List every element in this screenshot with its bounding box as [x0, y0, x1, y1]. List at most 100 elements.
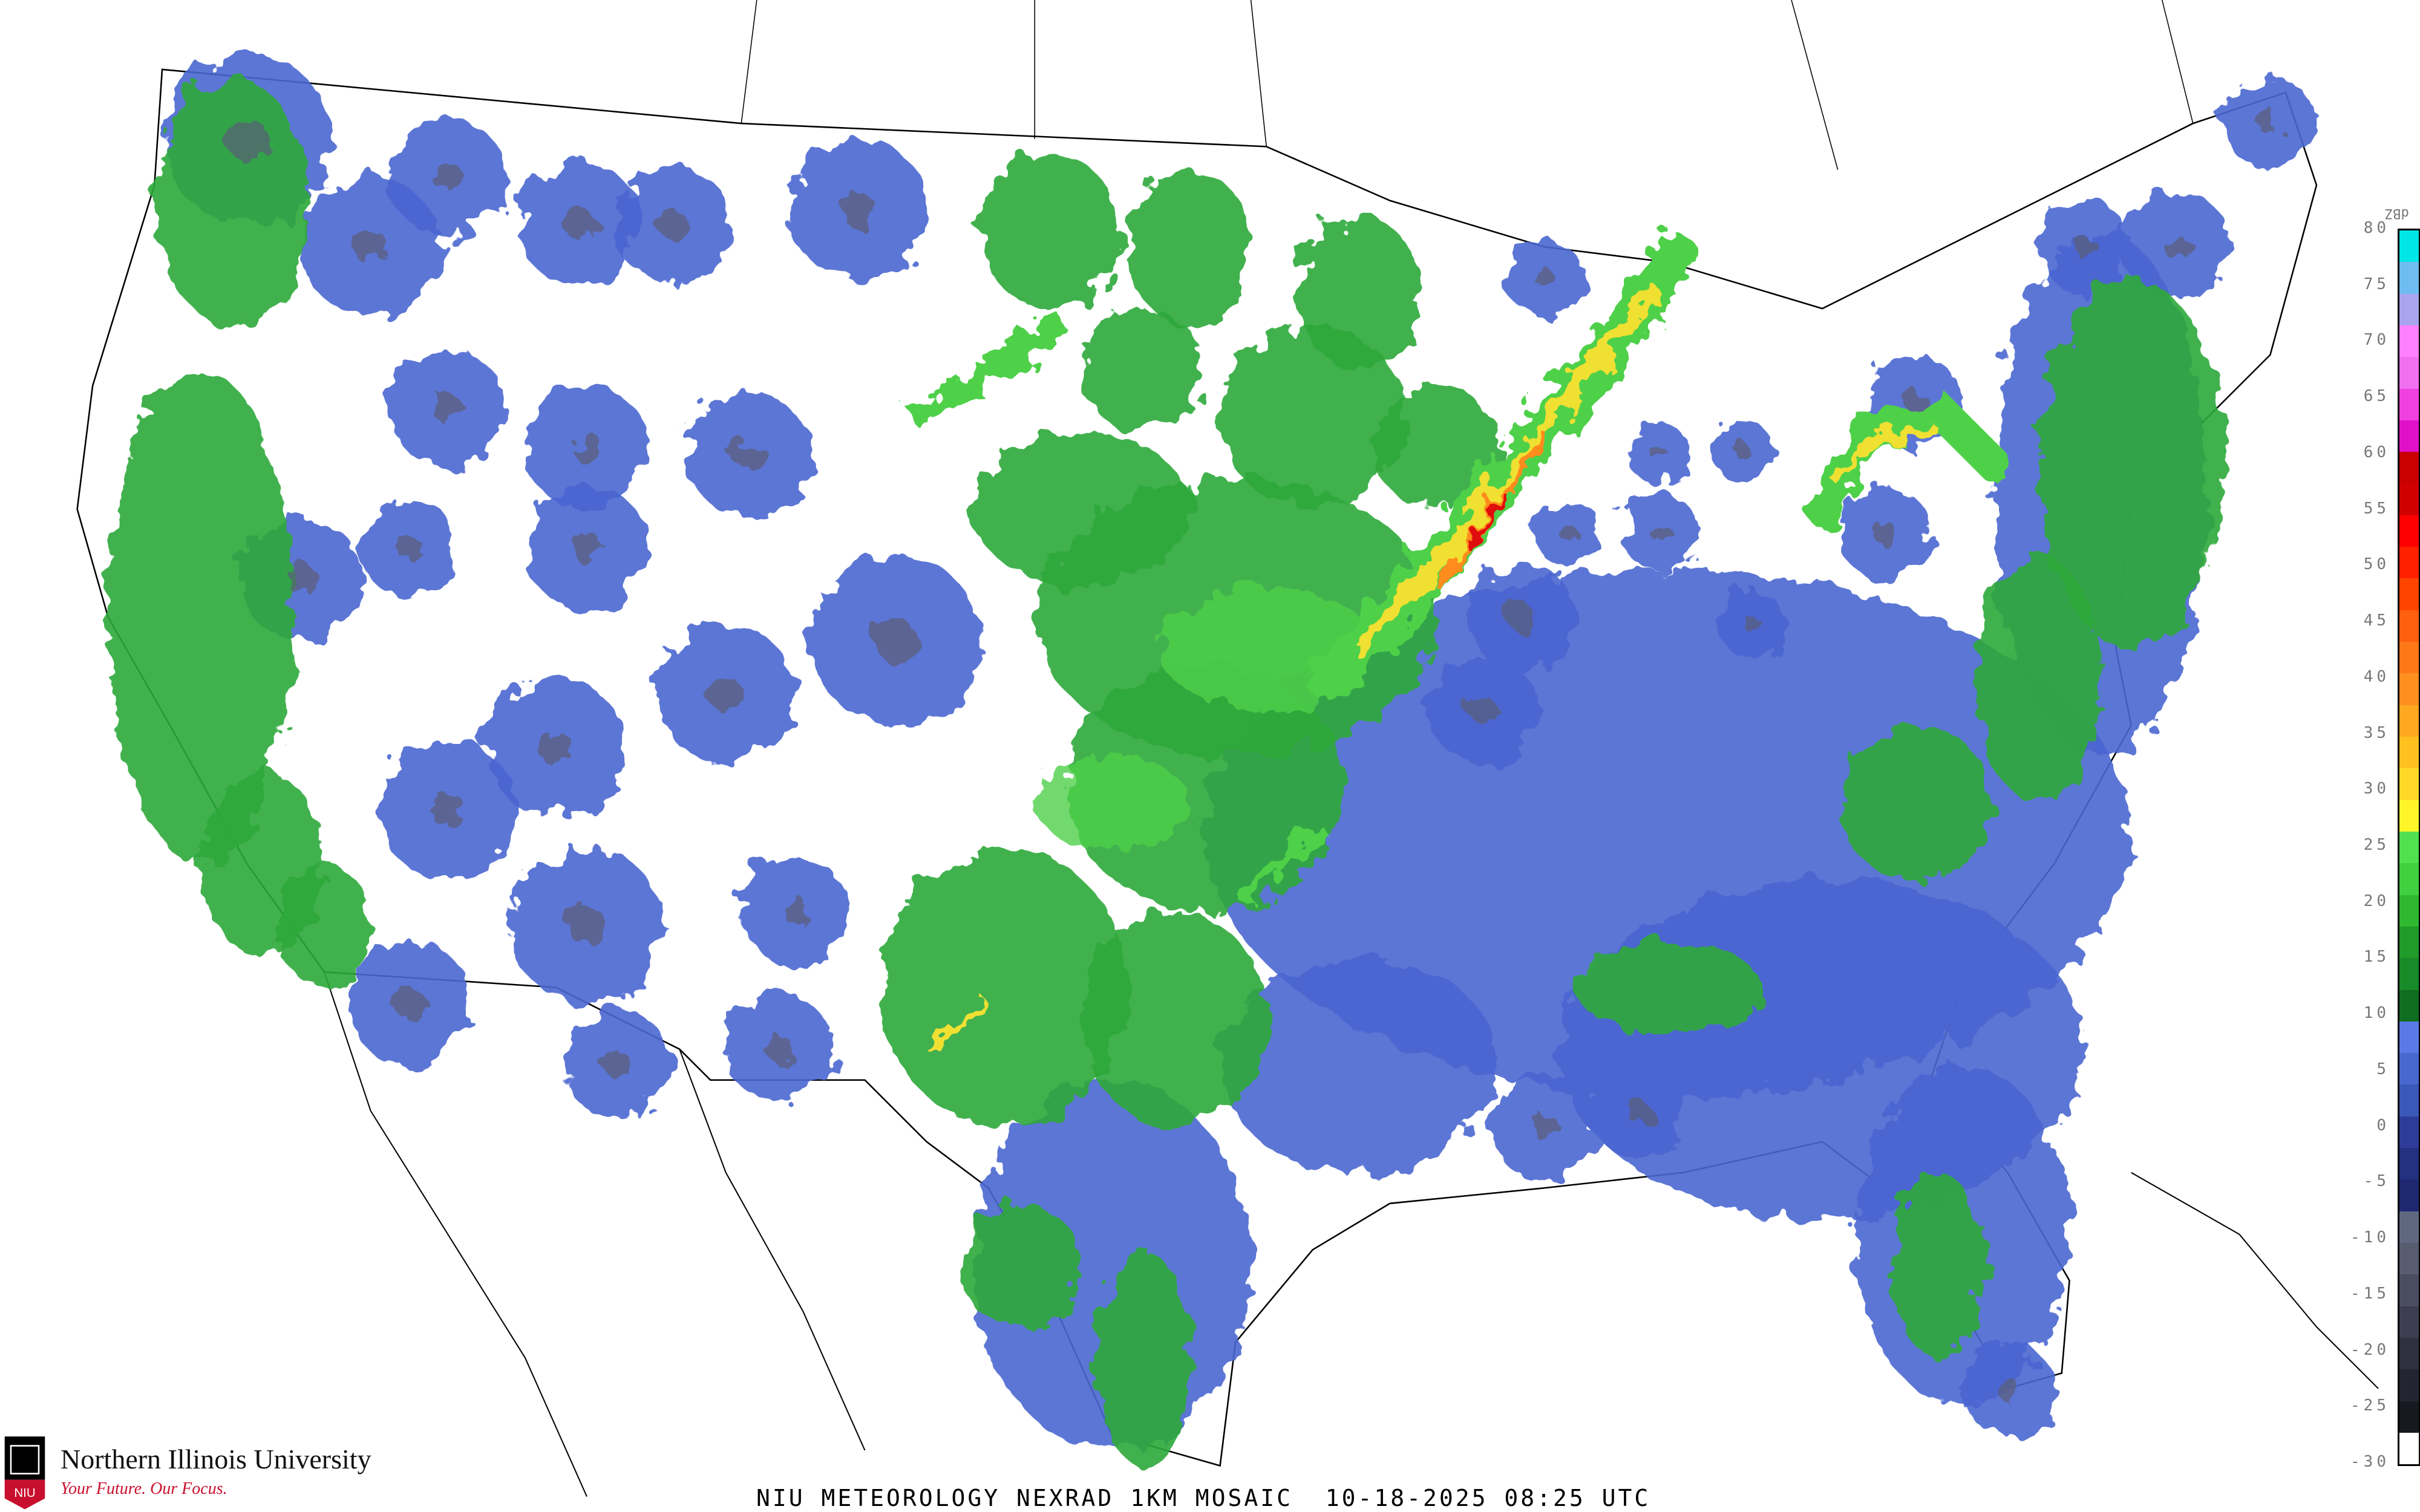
radar-site-center	[840, 191, 875, 226]
legend-swatch	[2399, 610, 2419, 642]
svg-text:NIU: NIU	[14, 1486, 35, 1500]
radar-site-center	[393, 987, 425, 1018]
green-echo-region	[957, 1203, 1081, 1327]
radar-site-center	[782, 896, 809, 924]
legend-swatch	[2399, 1243, 2419, 1275]
green-echo-region	[1837, 725, 1992, 880]
radar-site-center	[2258, 111, 2282, 135]
legend-tick-label: 80	[2363, 219, 2390, 237]
legend-swatch	[2399, 831, 2419, 864]
legend-swatch	[2399, 642, 2419, 674]
legend-tick-label: 50	[2363, 555, 2390, 574]
legend-tick-label: 30	[2363, 780, 2390, 798]
mosaic-title: NIU METEOROLOGY NEXRAD 1KM MOSAIC 10-18-…	[756, 1485, 1651, 1511]
radar-site-center	[1534, 268, 1554, 288]
green-echo-region	[1096, 1250, 1189, 1466]
legend-swatch	[2399, 705, 2419, 737]
legend-swatch	[2399, 357, 2419, 389]
legend-swatch	[2399, 515, 2419, 547]
legend-tick-label: -15	[2350, 1284, 2390, 1303]
legend-swatch	[2399, 768, 2419, 800]
radar-site-center	[1650, 523, 1670, 543]
legend-tick-label: 40	[2363, 667, 2390, 686]
legend-swatch	[2399, 1274, 2419, 1306]
radar-site-center	[604, 1051, 632, 1078]
radar-site-center	[1652, 447, 1668, 463]
legend-swatch	[2399, 1179, 2419, 1211]
radar-site-center	[1744, 616, 1762, 634]
green-echo-region	[2038, 278, 2224, 648]
legend-colorbar	[2398, 229, 2420, 1466]
radar-site-center	[766, 1035, 794, 1063]
legend-tick-label: -5	[2363, 1172, 2390, 1191]
university-tagline: Your Future. Our Focus.	[60, 1479, 227, 1498]
radar-site-center	[1508, 604, 1535, 631]
radar-site-center	[2073, 235, 2097, 259]
green-echo-region	[1977, 555, 2101, 803]
legend-swatch	[2399, 1053, 2419, 1085]
legend-tick-label: 45	[2363, 611, 2390, 630]
green-echo-region	[278, 864, 371, 988]
legend-swatch	[2399, 578, 2419, 610]
reflectivity-legend: dBZ 80 75 70 65 60 55 50 45 40 35 30 25 20 15 10 5 0 -5 -1…	[2347, 206, 2420, 1476]
radar-site-center	[1625, 1099, 1649, 1123]
legend-swatch	[2399, 1401, 2419, 1433]
legend-tick-label: 5	[2376, 1060, 2390, 1078]
radar-site-center	[226, 117, 269, 160]
radar-site-center	[1469, 696, 1496, 723]
radar-site-center	[708, 677, 744, 712]
legend-tick-label: 20	[2363, 891, 2390, 910]
legend-swatch	[2399, 989, 2419, 1022]
radar-site-center	[1996, 1377, 2019, 1401]
niu-shield-icon: NIU	[4, 1436, 45, 1510]
legend-swatch	[2399, 293, 2419, 325]
legend-swatch	[2399, 325, 2419, 357]
green-echo-region	[1127, 169, 1251, 324]
legend-tick-label: 10	[2363, 1004, 2390, 1023]
radar-site-center	[433, 394, 463, 424]
green-echo-region	[1081, 308, 1205, 432]
radar-site-center	[733, 440, 765, 471]
radar-site-center	[1558, 524, 1576, 541]
legend-tick-label: 70	[2363, 331, 2390, 350]
legend-swatch	[2399, 1148, 2419, 1180]
legend-swatch	[2399, 894, 2419, 927]
legend-swatch	[2399, 420, 2419, 452]
canada-lines	[741, 0, 2194, 170]
blue-echo-region	[1220, 956, 1499, 1173]
mexico-coast	[324, 971, 2379, 1497]
radar-site-center	[2163, 233, 2191, 261]
green-echo-region	[108, 370, 294, 864]
radar-site-center	[397, 535, 422, 561]
legend-tick-label: 15	[2363, 948, 2390, 966]
legend-tick-label: -25	[2350, 1396, 2390, 1415]
legend-swatch	[2399, 1084, 2419, 1116]
legend-swatch	[2399, 863, 2419, 895]
legend-swatch	[2399, 1211, 2419, 1243]
legend-tick-label: 0	[2376, 1116, 2390, 1135]
legend-tick-label: 65	[2363, 387, 2390, 406]
university-name: Northern Illinois University	[60, 1444, 371, 1475]
squall-line-core	[1351, 285, 1661, 656]
legend-swatch	[2399, 262, 2419, 294]
radar-site-center	[353, 229, 388, 264]
legend-swatch	[2399, 737, 2419, 769]
legend-tick-label: 75	[2363, 275, 2390, 293]
storm-cells	[905, 233, 2009, 1052]
legend-swatch	[2399, 800, 2419, 832]
radar-site-center	[567, 906, 606, 945]
radar-site-center	[1734, 443, 1750, 458]
light-green-echo-region	[1035, 756, 1189, 849]
legend-swatch	[2399, 483, 2419, 515]
storm-band-plains	[905, 314, 1071, 426]
storm-band-ark	[1231, 826, 1333, 902]
green-echo-region	[1220, 324, 1405, 509]
legend-swatch	[2399, 1306, 2419, 1338]
green-echo-region	[154, 77, 309, 324]
radar-echoes	[108, 54, 2317, 1466]
radar-site-center	[571, 532, 603, 564]
legend-swatch	[2399, 1369, 2419, 1401]
legend-tick-label: -30	[2350, 1453, 2390, 1471]
legend-swatch	[2399, 452, 2419, 484]
legend-tick-label: 60	[2363, 443, 2390, 461]
